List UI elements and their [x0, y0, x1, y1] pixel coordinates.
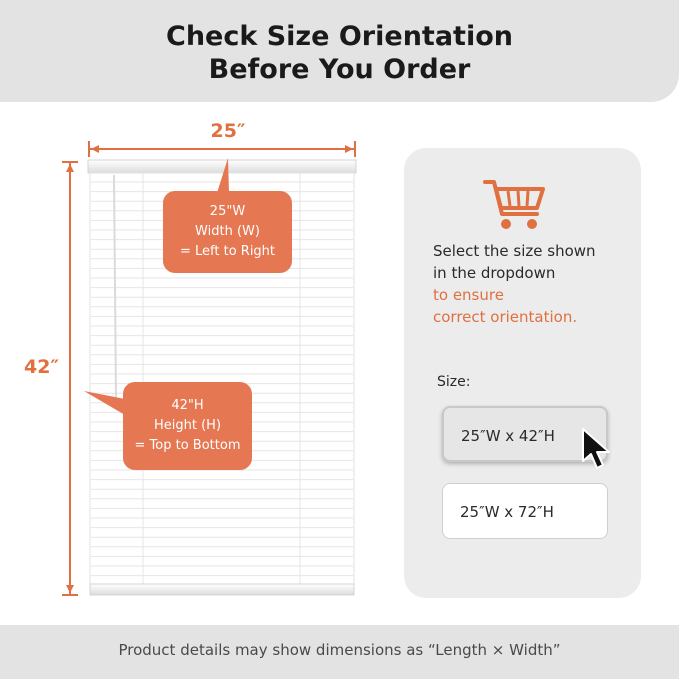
- mouse-pointer-icon: [582, 428, 610, 469]
- page-title: Check Size Orientation Before You Order: [0, 20, 679, 86]
- instruction-line-2: in the dropdown: [433, 264, 556, 282]
- instruction-accent-line-1: to ensure: [433, 286, 504, 304]
- width-callout-definition: = Left to Right: [179, 244, 276, 259]
- height-callout-definition: = Top to Bottom: [134, 438, 241, 453]
- footer-banner: Product details may show dimensions as “…: [0, 625, 679, 679]
- title-line-1: Check Size Orientation: [166, 21, 513, 52]
- height-callout-name: Height (H): [153, 418, 222, 433]
- header-banner: Check Size Orientation Before You Order: [0, 0, 679, 102]
- size-option-25x42[interactable]: 25″W x 42″H: [442, 406, 608, 462]
- width-dimension-label: 25″: [210, 120, 246, 142]
- footer-note: Product details may show dimensions as “…: [118, 641, 561, 659]
- instruction-accent-line-2: correct orientation.: [433, 308, 578, 326]
- size-instruction-card: Select the size shown in the dropdown to…: [404, 148, 641, 598]
- instruction-text: Select the size shown in the dropdown to…: [433, 240, 633, 328]
- shopping-cart-icon: [483, 180, 545, 229]
- width-callout-value: 25"W: [209, 204, 246, 219]
- height-callout-value: 42"H: [171, 398, 204, 413]
- size-option-25x72[interactable]: 25″W x 72″H: [442, 483, 608, 539]
- height-dimension-label: 42″: [24, 356, 59, 378]
- title-line-2: Before You Order: [208, 54, 471, 85]
- height-callout: 42"H Height (H) = Top to Bottom: [123, 382, 252, 470]
- size-label: Size:: [437, 374, 471, 390]
- width-callout: 25"W Width (W) = Left to Right: [163, 191, 292, 273]
- width-callout-name: Width (W): [195, 224, 260, 239]
- instruction-line-1: Select the size shown: [433, 242, 596, 260]
